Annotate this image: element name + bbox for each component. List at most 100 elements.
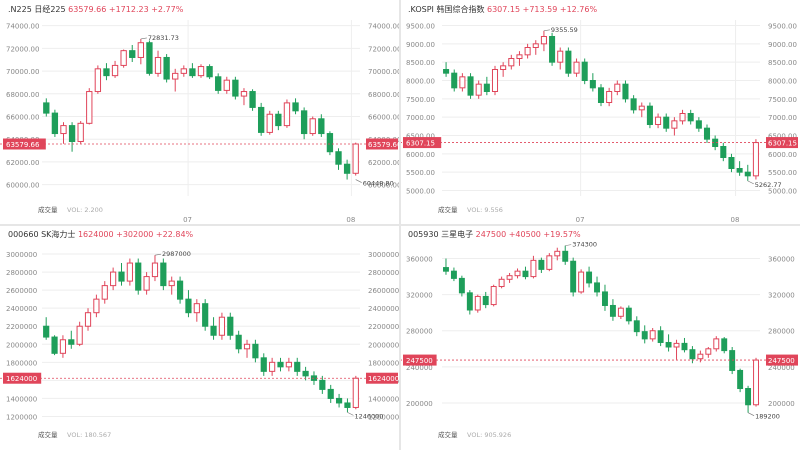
panel-n225-ytick-left: 60000.00 xyxy=(6,182,39,190)
panel-skhynix-candle-body xyxy=(285,361,292,368)
panel-kospi-ytick-right: 9500.00 xyxy=(768,23,797,31)
panel-samsung-ytick-right: 200000 xyxy=(768,400,795,408)
panel-samsung-candle-body xyxy=(633,320,640,333)
panel-n225-candle-body xyxy=(257,106,265,133)
panel-kospi-candle xyxy=(443,62,450,77)
panel-samsung-candle-body xyxy=(705,348,712,355)
panel-n225-candle-body xyxy=(43,102,50,114)
panel-kospi-candle xyxy=(695,117,702,132)
panel-kospi-candle xyxy=(703,124,711,143)
panel-samsung-candle xyxy=(633,316,640,337)
panel-skhynix-candle xyxy=(335,393,343,408)
panel-skhynix-candle-body xyxy=(243,343,251,350)
panel-samsung-ytick-left: 280000 xyxy=(406,328,433,336)
panel-skhynix-candle xyxy=(160,258,167,291)
panel-skhynix-candle-body xyxy=(143,276,150,291)
panel-n225-ytick-right: 70000.00 xyxy=(368,68,400,76)
panel-skhynix-volume-label: 成交量 xyxy=(38,430,58,439)
panel-n225-candle-body xyxy=(343,163,351,174)
panel-n225-candle xyxy=(163,54,170,83)
panel-skhynix-candle-body xyxy=(84,312,92,327)
panel-kospi-candle-body xyxy=(671,120,678,129)
panel-kospi-candle-body xyxy=(687,113,694,122)
panel-n225-high-marker xyxy=(140,37,147,40)
panel-n225-candle-body xyxy=(180,68,187,74)
panel-n225-candle xyxy=(154,50,162,77)
panel-n225-low-label: 60448.80 xyxy=(363,180,394,188)
panel-samsung-candle-body xyxy=(498,278,505,288)
panel-samsung-header: 005930 三星电子 247500 +40500 +19.57% xyxy=(408,229,581,239)
panel-kospi-candle-body xyxy=(655,116,662,125)
panel-skhynix-low-marker xyxy=(347,412,354,416)
panel-kospi-candle xyxy=(451,69,458,92)
panel-kospi-candle xyxy=(638,102,645,118)
panel-kospi-last-price-label-left: 6307.15 xyxy=(406,140,435,148)
panel-samsung-candle xyxy=(641,325,648,344)
panel-skhynix-high-marker xyxy=(154,253,162,256)
panel-samsung-candle xyxy=(586,266,593,288)
panel-samsung-candle xyxy=(625,305,632,325)
panel-skhynix-candle xyxy=(344,398,351,413)
panel-kospi-candle-body xyxy=(622,83,629,100)
panel-kospi-xtick: 08 xyxy=(731,216,740,224)
panel-skhynix-candle-body xyxy=(51,336,58,354)
panel-samsung-candle-body xyxy=(482,295,489,306)
panel-kospi-candle-body xyxy=(500,65,507,71)
panel-skhynix-ytick-right: 2200000 xyxy=(368,323,399,331)
panel-skhynix-candle xyxy=(168,276,175,295)
panel-kospi-low-label: 5262.77 xyxy=(755,181,782,189)
panel-kospi-candle-body xyxy=(728,157,735,169)
panel-n225-candle xyxy=(86,88,93,125)
panel-samsung-candle xyxy=(617,306,624,320)
panel-samsung-candle-body xyxy=(673,342,680,348)
panel-n225-ytick-left: 70000.00 xyxy=(6,68,39,76)
panel-skhynix-candle-body xyxy=(193,303,200,314)
panel-kospi-candle xyxy=(459,73,466,92)
panel-kospi-candle xyxy=(549,32,556,66)
panel-kospi-ytick-right: 9000.00 xyxy=(768,41,797,49)
panel-n225-candle xyxy=(146,40,153,76)
panel-skhynix-candle-body xyxy=(151,262,159,278)
panel-n225-pct-change: +2.77% xyxy=(151,5,184,14)
panel-n225-candle xyxy=(232,76,239,100)
panel-kospi-candle-body xyxy=(589,80,596,89)
panel-kospi-price: 6307.15 xyxy=(487,5,523,14)
panel-n225-candle-body xyxy=(352,143,359,174)
panel-n225-volume-label: 成交量 xyxy=(38,205,58,214)
panel-skhynix-candle xyxy=(294,357,301,376)
panel-kospi-candle xyxy=(663,113,670,132)
panel-skhynix-candle xyxy=(285,357,292,372)
panel-n225-candle-body xyxy=(283,102,291,127)
panel-kospi-ytick-left: 9500.00 xyxy=(406,23,435,31)
panel-skhynix-candle-body xyxy=(319,379,326,390)
panel-samsung-candle-body xyxy=(506,275,513,280)
panel-n225-low-marker xyxy=(355,179,362,183)
panel-samsung-candle-body xyxy=(562,250,569,262)
panel-skhynix-ytick-right: 1800000 xyxy=(368,359,399,367)
panel-samsung-candle-body xyxy=(466,292,473,311)
panel-skhynix-candle-body xyxy=(327,388,334,399)
panel-samsung-candle-body xyxy=(681,342,688,351)
panel-samsung-candle xyxy=(689,346,696,364)
panel-kospi-candle-body xyxy=(581,61,588,82)
panel-n225-candle-body xyxy=(326,133,334,153)
panel-n225-candle-body xyxy=(103,68,110,77)
panel-skhynix-candle xyxy=(210,317,217,340)
panel-samsung-ytick-right: 280000 xyxy=(768,328,795,336)
panel-skhynix-candle-body xyxy=(302,370,309,377)
panel-n225-candle xyxy=(300,107,308,140)
panel-samsung-candle-body xyxy=(697,353,704,360)
panel-n225-title: .N225 日经225 xyxy=(8,4,68,14)
panel-samsung-candle xyxy=(450,267,457,282)
panel-kospi-candle xyxy=(557,47,564,70)
panel-n225-candle-body xyxy=(240,91,248,97)
panel-skhynix-candle xyxy=(327,384,334,403)
panel-samsung-candle-body xyxy=(745,388,752,406)
panel-n225-candle-body xyxy=(68,125,76,142)
panel-n225-candle xyxy=(292,98,299,115)
panel-samsung-candle-body xyxy=(649,330,656,340)
panel-kospi-candle-body xyxy=(606,91,613,103)
panel-n225-candle xyxy=(51,109,59,137)
panel-kospi-candle-body xyxy=(549,36,556,63)
